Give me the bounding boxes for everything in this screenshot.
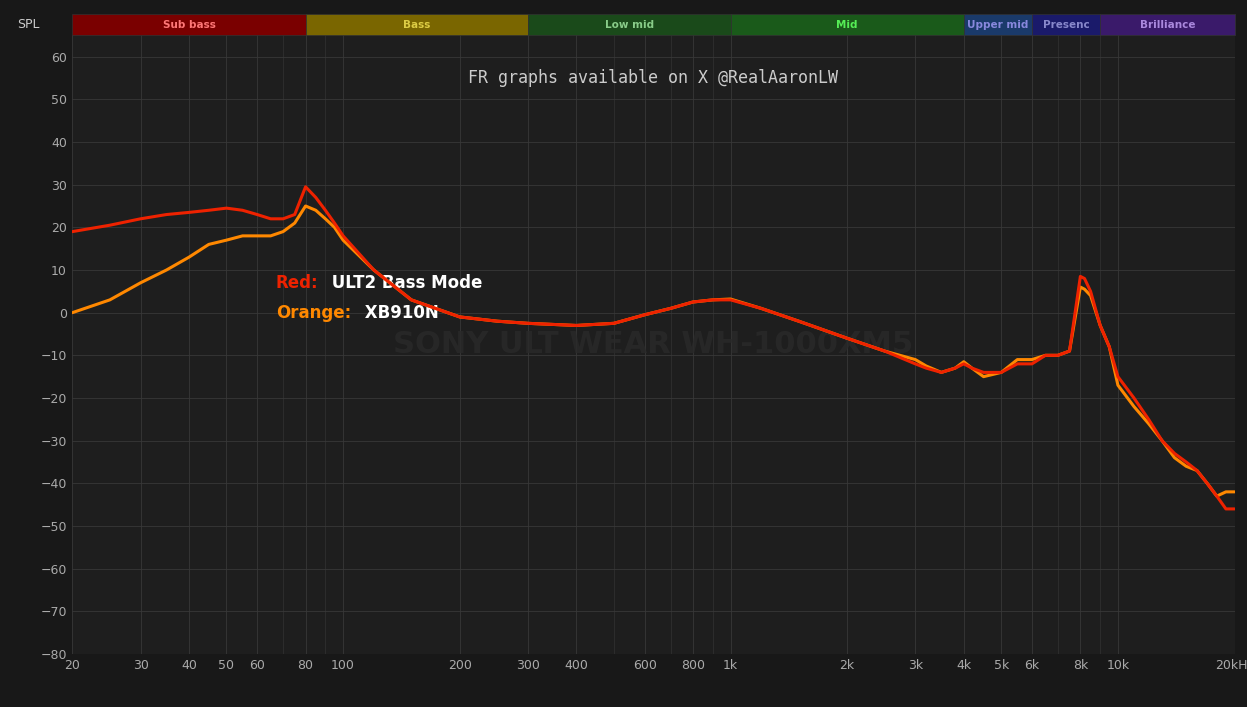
- Text: Low mid: Low mid: [605, 20, 653, 30]
- Text: SONY ULT WEAR WH-1000XM5: SONY ULT WEAR WH-1000XM5: [393, 330, 914, 359]
- Text: XB910N: XB910N: [359, 305, 439, 322]
- Text: Orange:: Orange:: [276, 305, 350, 322]
- Text: FR graphs available on X @RealAaronLW: FR graphs available on X @RealAaronLW: [469, 69, 838, 88]
- Text: Red:: Red:: [276, 274, 318, 291]
- Text: ULT2 Bass Mode: ULT2 Bass Mode: [325, 274, 483, 291]
- Text: Upper mid: Upper mid: [968, 20, 1029, 30]
- Text: SPL: SPL: [17, 18, 40, 31]
- Text: Mid: Mid: [837, 20, 858, 30]
- Text: Brilliance: Brilliance: [1140, 20, 1195, 30]
- Text: Presenc: Presenc: [1042, 20, 1090, 30]
- Text: Bass: Bass: [403, 20, 430, 30]
- Text: Sub bass: Sub bass: [162, 20, 216, 30]
